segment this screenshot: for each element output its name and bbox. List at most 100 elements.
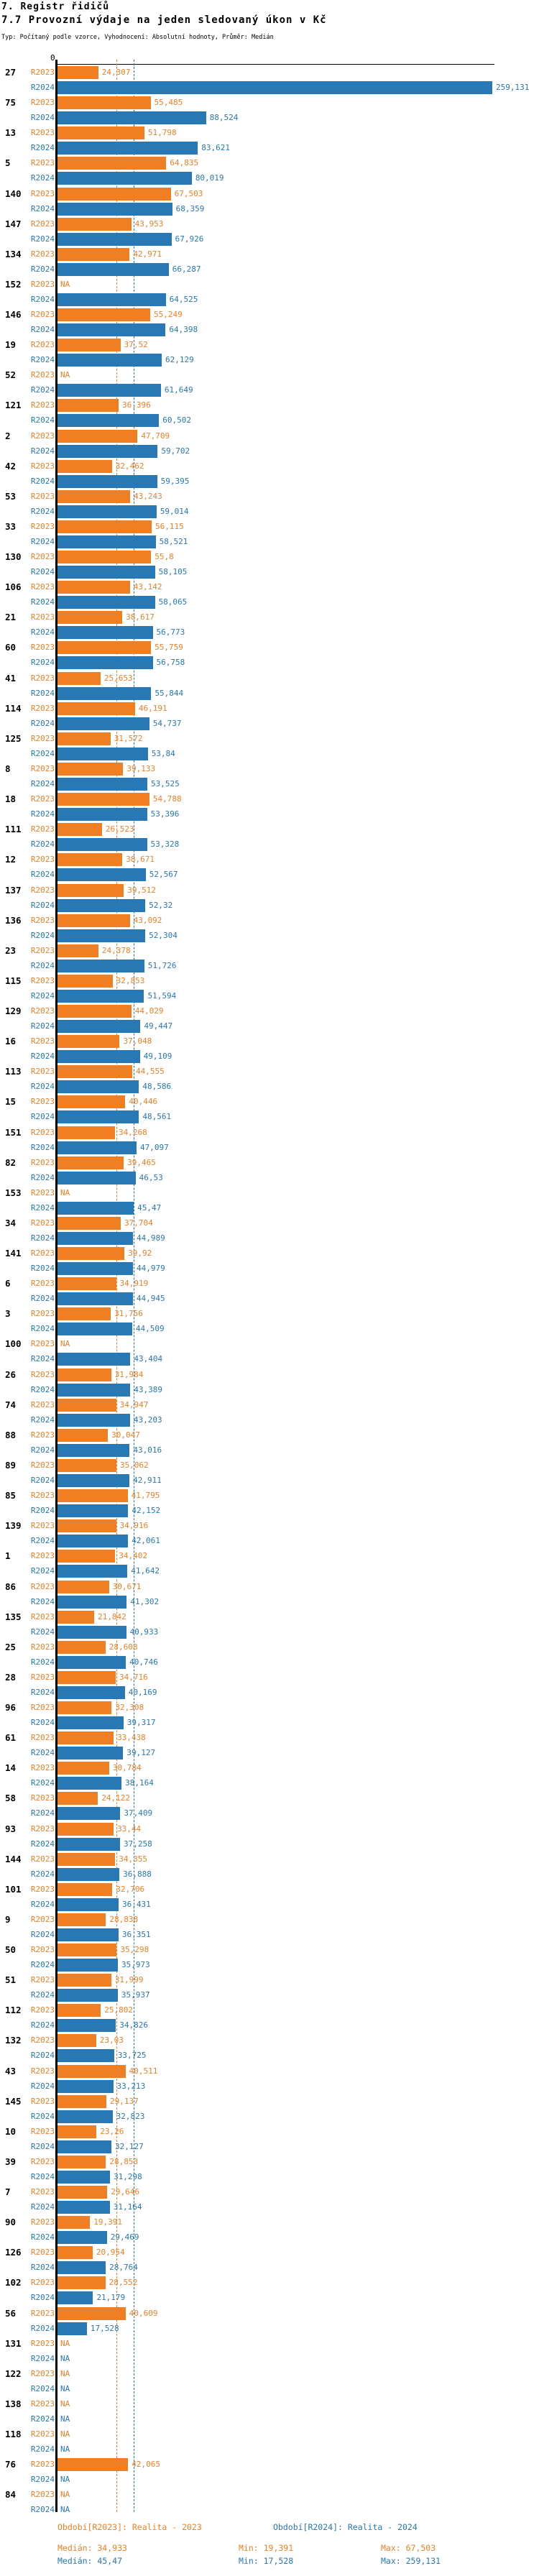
bar-r2023	[57, 1580, 109, 1593]
bar-r2023	[57, 883, 124, 897]
value-label-r2023: 24,378	[101, 945, 131, 955]
series-label-r2023: R2023	[30, 2005, 55, 2015]
na-label-r2023: NA	[60, 2490, 70, 2500]
value-label-r2023: 24,307	[101, 68, 131, 77]
series-label-r2024: R2024	[30, 1718, 55, 1728]
bar-r2024	[57, 1989, 118, 2002]
row-id: 1	[5, 1550, 11, 1562]
bar-r2023	[57, 1822, 114, 1836]
value-label-r2024: 17,528	[90, 2323, 119, 2333]
value-label-r2023: 40,446	[129, 1097, 158, 1107]
value-label-r2024: 35,973	[121, 1960, 150, 1970]
series-label-r2024: R2024	[30, 2383, 55, 2393]
bar-r2024	[57, 414, 160, 428]
row-id: 106	[5, 581, 22, 593]
series-label-r2024: R2024	[30, 1536, 55, 1546]
value-label-r2023: 46,191	[138, 703, 167, 713]
bar-r2023	[57, 2004, 101, 2018]
row-id: 7	[5, 2186, 11, 2198]
bar-r2024	[57, 1807, 121, 1821]
bar-r2024	[57, 596, 155, 610]
bar-r2024	[57, 1716, 124, 1730]
value-label-r2023: 23,26	[100, 2126, 124, 2136]
bar-r2023	[57, 641, 152, 655]
series-label-r2024: R2024	[30, 1808, 55, 1818]
row-id: 34	[5, 1217, 17, 1228]
row-id: 84	[5, 2489, 17, 2501]
value-label-r2024: 41,642	[131, 1566, 160, 1576]
bar-r2024	[57, 232, 172, 246]
na-label-r2023: NA	[60, 1187, 70, 1197]
value-label-r2024: 59,395	[160, 476, 190, 486]
row-id: 18	[5, 794, 17, 805]
value-label-r2023: 67,503	[174, 188, 203, 198]
bar-r2024	[57, 474, 157, 488]
value-label-r2024: 45,47	[137, 1202, 162, 1213]
series-label-r2023: R2023	[30, 128, 55, 138]
value-label-r2024: 29,469	[110, 2232, 139, 2242]
bar-r2023	[57, 823, 102, 837]
value-label-r2024: 36,888	[123, 1869, 152, 1879]
value-label-r2023: 34,947	[119, 1399, 149, 1409]
value-label-r2023: 21,842	[97, 1611, 126, 1622]
series-label-r2024: R2024	[30, 83, 55, 92]
value-label-r2023: 43,142	[133, 582, 162, 592]
series-label-r2024: R2024	[30, 627, 55, 638]
series-label-r2024: R2024	[30, 900, 55, 910]
value-label-r2023: 55,485	[154, 98, 183, 108]
row-id: 16	[5, 1036, 17, 1047]
bar-r2024	[57, 1959, 118, 1972]
value-label-r2024: 48,561	[142, 1112, 172, 1122]
value-label-r2024: 64,525	[169, 294, 198, 304]
na-label-r2024: NA	[60, 2505, 70, 2515]
bar-r2024	[57, 1655, 126, 1669]
row-id: 144	[5, 1853, 22, 1864]
series-label-r2024: R2024	[30, 1869, 55, 1879]
value-label-r2023: 41,795	[131, 1491, 160, 1501]
row-id: 75	[5, 97, 17, 109]
bar-r2024	[57, 111, 206, 125]
row-id: 88	[5, 1429, 17, 1440]
value-label-r2023: 56,115	[155, 521, 184, 531]
series-label-r2023: R2023	[30, 1914, 55, 1924]
na-label-r2023: NA	[60, 370, 70, 380]
value-label-r2024: 36,351	[121, 1929, 151, 1939]
series-label-r2024: R2024	[30, 990, 55, 1000]
series-label-r2023: R2023	[30, 824, 55, 834]
series-label-r2024: R2024	[30, 2020, 55, 2030]
value-label-r2023: 34,916	[119, 1521, 149, 1531]
value-label-r2023: 32,853	[116, 975, 145, 985]
series-label-r2024: R2024	[30, 2051, 55, 2061]
series-label-r2023: R2023	[30, 1763, 55, 1773]
series-label-r2023: R2023	[30, 461, 55, 471]
series-label-r2023: R2023	[30, 1672, 55, 1682]
bar-r2023	[57, 944, 98, 957]
series-label-r2024: R2024	[30, 567, 55, 577]
series-label-r2023: R2023	[30, 1611, 55, 1622]
value-label-r2023: 30,671	[112, 1581, 142, 1591]
bar-r2024	[57, 505, 157, 518]
bar-r2024	[57, 2049, 114, 2063]
row-id: 153	[5, 1187, 22, 1198]
series-label-r2023: R2023	[30, 1854, 55, 1864]
series-label-r2024: R2024	[30, 2323, 55, 2333]
bar-r2024	[57, 81, 492, 94]
series-label-r2023: R2023	[30, 188, 55, 198]
row-id: 12	[5, 854, 17, 865]
na-label-r2023: NA	[60, 2368, 70, 2378]
axis-top-line	[57, 64, 494, 65]
row-id: 74	[5, 1399, 17, 1410]
series-label-r2023: R2023	[30, 1703, 55, 1713]
bar-r2024	[57, 717, 149, 730]
series-label-r2023: R2023	[30, 733, 55, 743]
row-id: 61	[5, 1732, 17, 1744]
value-label-r2023: 31,572	[114, 733, 143, 743]
bar-r2023	[57, 2306, 126, 2320]
row-id: 115	[5, 975, 22, 986]
series-label-r2024: R2024	[30, 1475, 55, 1485]
row-id: 8	[5, 763, 11, 774]
value-label-r2023: 32,308	[115, 1703, 144, 1713]
bar-r2023	[57, 1974, 111, 1987]
bar-r2023	[57, 2094, 107, 2108]
row-id: 102	[5, 2277, 22, 2288]
